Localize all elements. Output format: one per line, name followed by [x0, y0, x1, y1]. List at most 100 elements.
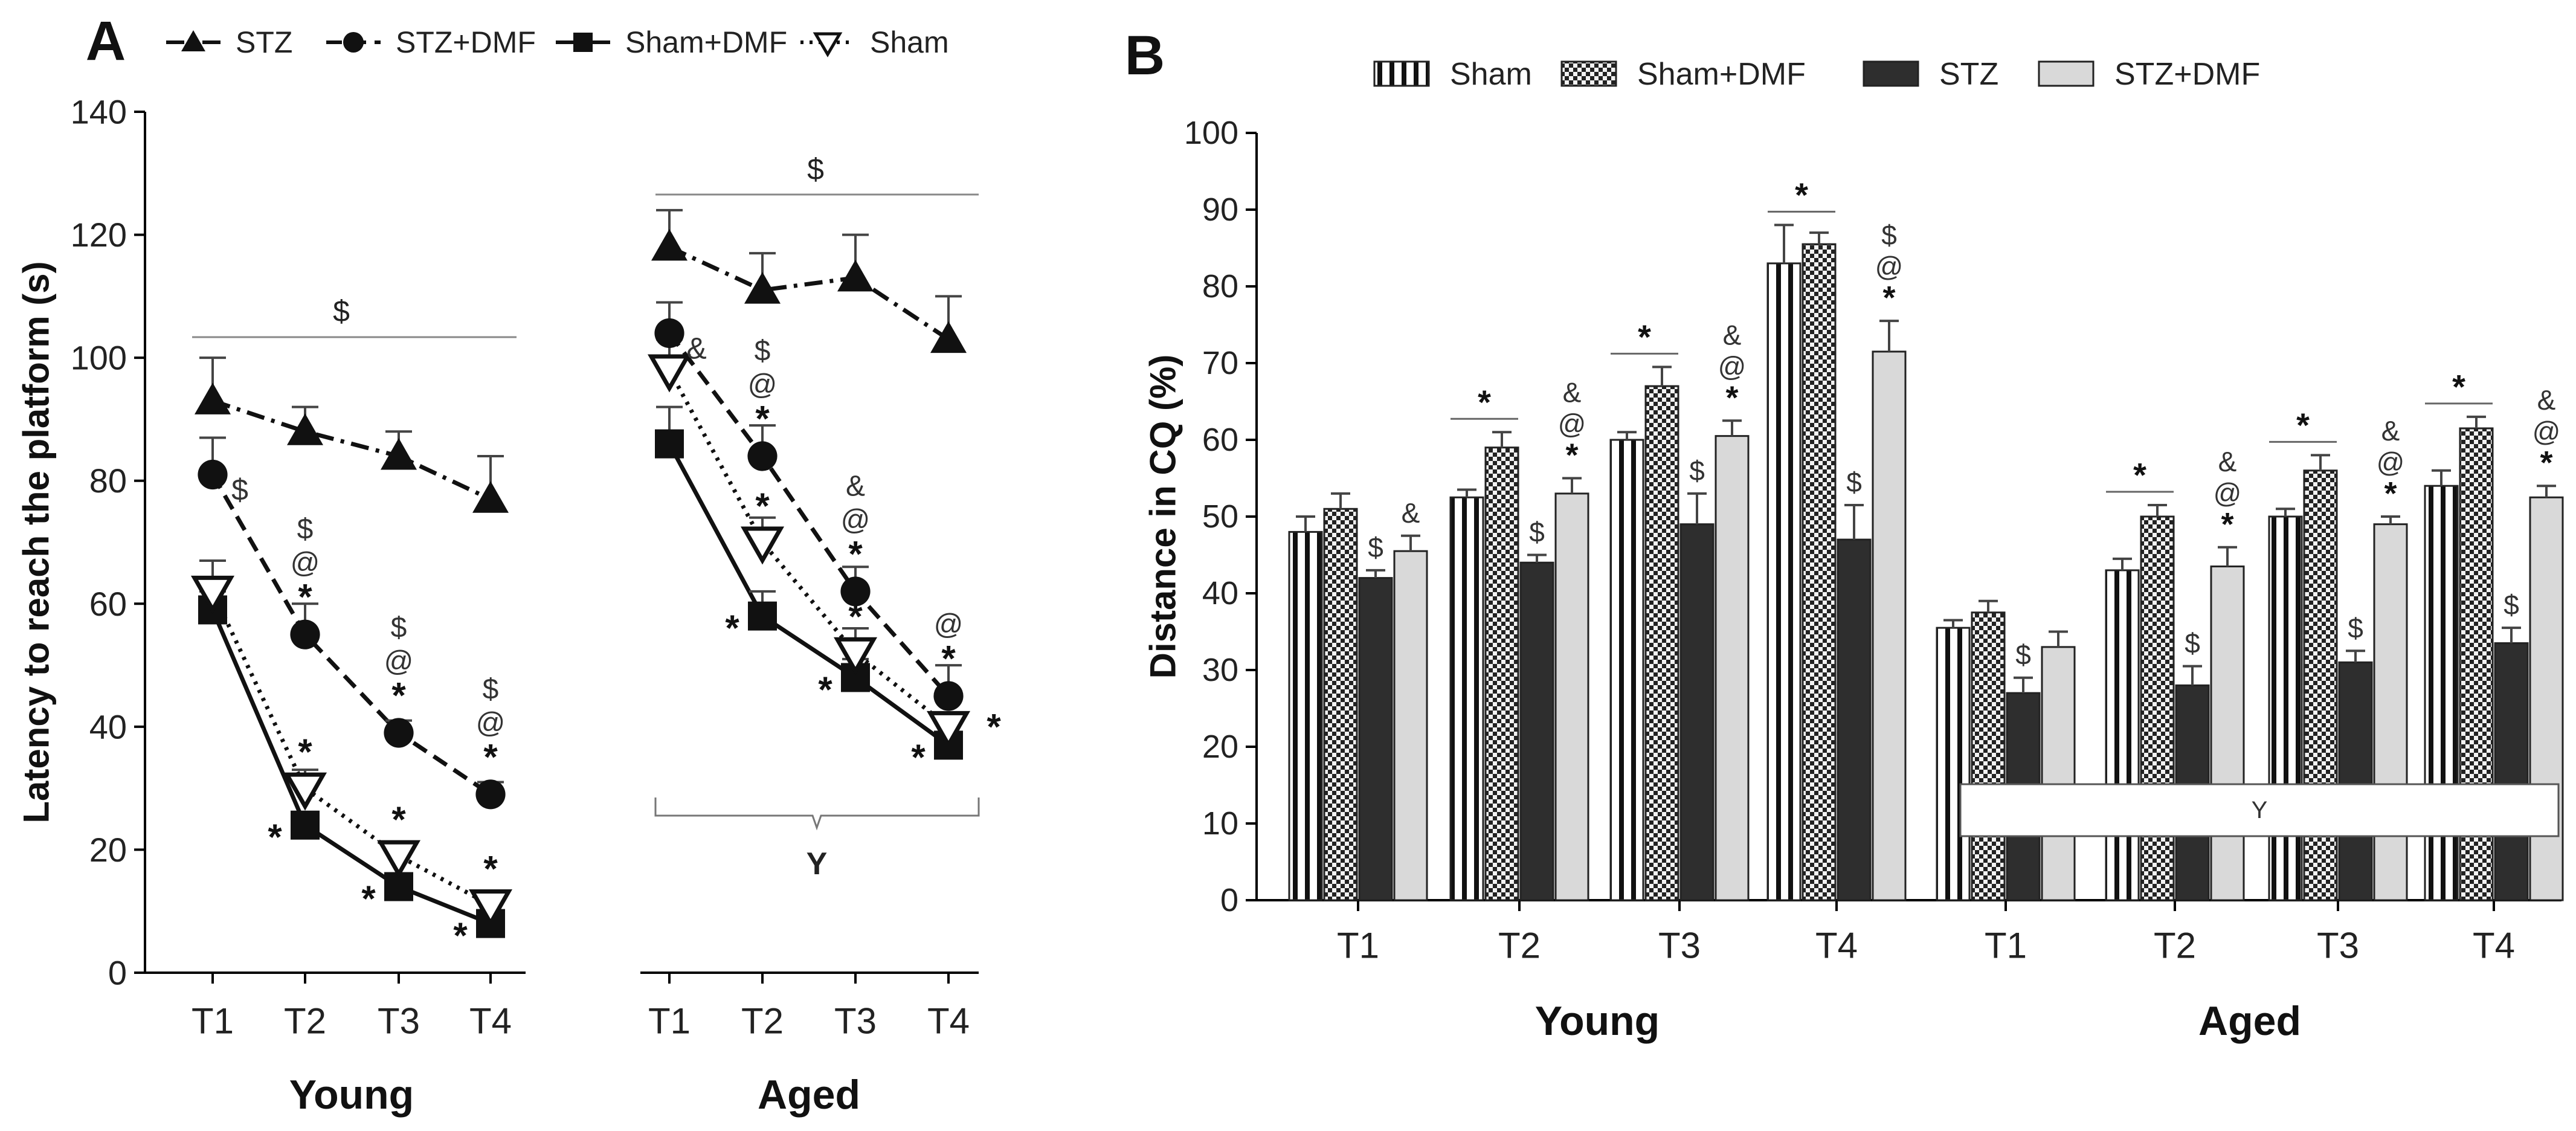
annotation-label: & [2381, 415, 2400, 446]
annotation-label: $ [755, 335, 771, 367]
series-line-aged [667, 442, 950, 747]
annotation-label: & [2537, 384, 2556, 416]
data-point-young [283, 772, 327, 811]
annotation-label: @ [476, 707, 506, 739]
x-tick-label: T2 [284, 1001, 326, 1042]
data-point-young [475, 779, 506, 810]
annotation-label: & [686, 331, 706, 365]
data-point-aged [837, 259, 874, 292]
data-point-aged [655, 429, 684, 459]
data-point-aged [651, 228, 687, 261]
annotation-label: & [846, 470, 865, 502]
legend-marker [813, 32, 843, 57]
x-tick-label: T4 [2473, 926, 2515, 966]
annotation-label: $ [1689, 455, 1705, 486]
data-point-aged [747, 441, 778, 471]
annotation-label: * [725, 608, 739, 648]
y-tick-label: 90 [1202, 192, 1238, 228]
group-label: Young [1535, 998, 1660, 1044]
annotation-label: * [483, 849, 498, 889]
bar-young [1837, 538, 1872, 901]
aged-group-brace [654, 798, 980, 831]
legend-label: Sham [1450, 57, 1532, 92]
panel-label: B [1125, 25, 1165, 86]
bar-young [1802, 243, 1837, 901]
annotation-label: @ [1875, 251, 1904, 282]
y-tick-label: 80 [1202, 268, 1238, 304]
series-line-aged [668, 245, 950, 341]
annotation-label: * [391, 675, 406, 716]
annotation-label: * [2540, 445, 2552, 481]
legend-label: STZ+DMF [396, 25, 536, 59]
legend-label: Sham+DMF [1637, 57, 1806, 92]
legend-label: STZ [1939, 57, 1998, 92]
data-point-young [190, 575, 235, 614]
significance-star: * [2133, 456, 2146, 494]
legend-marker [181, 30, 205, 51]
annotation-label: $ [1529, 517, 1545, 548]
bar-young [1766, 262, 1802, 901]
annotation-label: @ [2214, 477, 2242, 509]
annotation-label: * [848, 533, 863, 574]
annotation-label: @ [2533, 416, 2561, 447]
annotation-label: $ [231, 473, 248, 507]
significance-star: * [1795, 176, 1808, 214]
y-tick-label: 0 [108, 954, 127, 992]
y-tick-label: 40 [1202, 575, 1238, 611]
bar-young [1484, 446, 1519, 901]
x-tick-label: T1 [1985, 926, 2027, 966]
bar-aged [2210, 566, 2245, 901]
data-point-aged [926, 710, 971, 749]
x-tick-label: T3 [378, 1001, 420, 1042]
y-tick-label: 20 [89, 831, 127, 869]
annotation-label: @ [291, 547, 320, 579]
bar-aged [2105, 569, 2140, 901]
bar-aged [2338, 661, 2373, 901]
annotation-label: * [755, 486, 770, 526]
y-tick-label: 10 [1202, 805, 1238, 842]
x-tick-label: T4 [927, 1001, 970, 1042]
annotation-label: $ [1846, 466, 1862, 498]
data-point-aged [930, 321, 967, 353]
y-tick-label: 40 [89, 707, 127, 746]
annotation-label: * [1725, 379, 1738, 416]
aged-y-label: Y [2252, 797, 2268, 823]
data-point-young [472, 481, 509, 513]
annotation-label: @ [1718, 350, 1747, 382]
bar-young [1449, 496, 1484, 901]
significance-star: * [1478, 383, 1491, 421]
y-tick-label: 20 [1202, 729, 1238, 765]
annotation-label: * [987, 706, 1001, 747]
bar-aged [2373, 523, 2408, 901]
annotation-label: @ [841, 504, 871, 536]
annotation-label: * [298, 577, 312, 617]
significance-star: * [2296, 406, 2310, 444]
bar-young [1288, 530, 1323, 901]
bar-aged [1971, 611, 2006, 901]
legend-swatch [1373, 60, 1430, 87]
annotation-label: $ [391, 612, 407, 644]
x-tick-label: T1 [192, 1001, 234, 1042]
bar-aged [2268, 515, 2303, 901]
y-tick-label: 140 [71, 93, 127, 131]
y-tick-label: 70 [1202, 345, 1238, 381]
x-tick-label: T1 [648, 1001, 691, 1042]
annotation-label: & [1402, 497, 1420, 529]
x-tick-label: T4 [1815, 926, 1858, 966]
x-tick-label: T3 [834, 1001, 877, 1042]
group-label: Aged [2198, 998, 2301, 1044]
legend-swatch [1560, 60, 1617, 87]
annotation-label: * [911, 737, 926, 778]
legend-marker [343, 32, 364, 53]
annotation-label: * [298, 732, 312, 772]
significance-star: * [2452, 367, 2465, 405]
annotation-label: $ [2185, 628, 2200, 659]
y-axis-title: Distance in CQ (%) [1143, 355, 1183, 679]
annotation-label: $ [483, 673, 499, 705]
y-axis-title: Latency to reach the platform (s) [16, 261, 57, 823]
x-tick-label: T1 [1337, 926, 1379, 966]
data-point-young [290, 619, 320, 649]
legend-label: STZ+DMF [2114, 57, 2260, 92]
bar-young [1679, 523, 1715, 901]
significance-star: * [1638, 318, 1651, 356]
